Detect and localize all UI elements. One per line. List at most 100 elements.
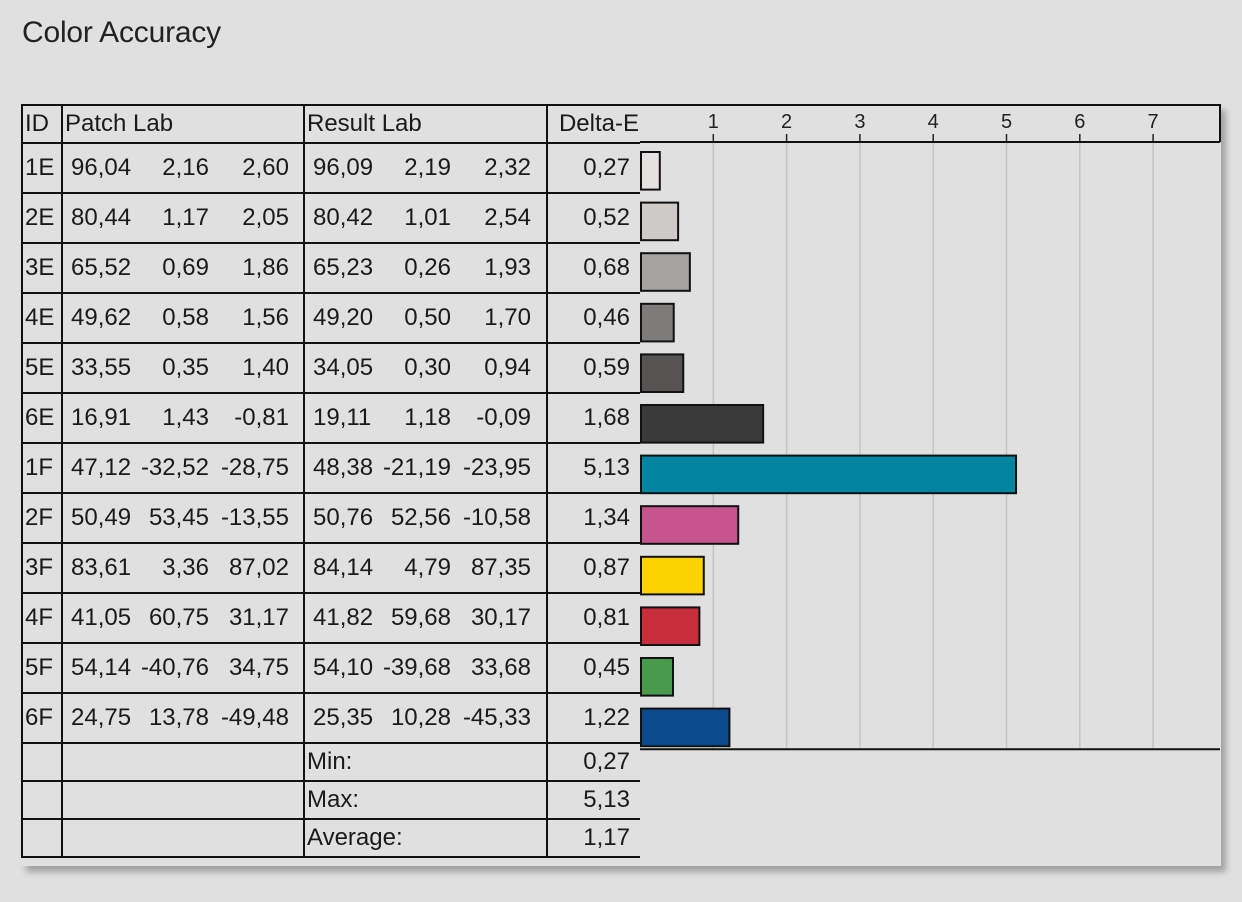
result-lab-value: -0,09 xyxy=(476,404,531,431)
patch-lab-value: 87,02 xyxy=(228,554,289,581)
row-id: 1E xyxy=(21,142,63,194)
summary-empty-cell xyxy=(61,780,305,820)
patch-lab-value: 60,75 xyxy=(148,604,209,631)
patch-lab-value: 1,43 xyxy=(162,404,209,431)
patch-lab-value: 96,04 xyxy=(71,154,132,181)
result-lab-value: 1,01 xyxy=(404,204,451,231)
result-lab-value: 80,42 xyxy=(313,204,374,231)
bar-3f xyxy=(640,555,705,596)
result-lab-cell: 41,82 59,68 30,17 xyxy=(303,592,548,644)
result-lab-value: -45,33 xyxy=(462,704,531,731)
header-result-lab: Result Lab xyxy=(303,104,548,144)
result-lab-cell: 25,35 10,28 -45,33 xyxy=(303,692,548,744)
summary-label: Average: xyxy=(303,818,548,858)
table-row: 5F 54,14 -40,76 34,75 54,10 -39,68 33,68 0,45 xyxy=(21,642,644,694)
patch-lab-cell: 49,62 0,58 1,56 xyxy=(61,292,305,344)
patch-lab-cell: 96,04 2,16 2,60 xyxy=(61,142,305,194)
result-lab-value: 48,38 xyxy=(313,454,374,481)
bar-1e xyxy=(640,151,661,191)
table-row: 6F 24,75 13,78 -49,48 25,35 10,28 -45,33 1,22 xyxy=(21,692,644,744)
result-lab-cell: 84,14 4,79 87,35 xyxy=(303,542,548,594)
result-lab-value: 1,93 xyxy=(484,254,531,281)
delta-e-bar-chart: 1 2 3 4 5 6 7 xyxy=(640,104,1221,866)
result-lab-value: -39,68 xyxy=(382,654,451,681)
result-lab-cell: 34,05 0,30 0,94 xyxy=(303,342,548,394)
delta-e-cell: 0,81 xyxy=(546,592,644,644)
color-accuracy-report: ID Patch Lab Result Lab Delta-E 1E 96,04 2… xyxy=(21,104,1221,866)
bar-4f xyxy=(640,606,701,646)
bar-2f xyxy=(640,505,740,545)
patch-lab-value: 2,16 xyxy=(162,154,209,181)
summary-empty-cell xyxy=(61,818,305,858)
x-tick-label: 7 xyxy=(1148,111,1159,133)
patch-lab-cell: 83,61 3,36 87,02 xyxy=(61,542,305,594)
patch-lab-value: 3,36 xyxy=(162,554,209,581)
patch-lab-value: 0,69 xyxy=(162,254,209,281)
delta-e-cell: 0,68 xyxy=(546,242,644,294)
table-row: 3E 65,52 0,69 1,86 65,23 0,26 1,93 0,68 xyxy=(21,242,644,294)
header-patch-lab: Patch Lab xyxy=(61,104,305,144)
result-lab-value: 25,35 xyxy=(313,704,374,731)
x-tick-label: 4 xyxy=(928,111,939,133)
delta-e-cell: 1,22 xyxy=(546,692,644,744)
result-lab-cell: 49,20 0,50 1,70 xyxy=(303,292,548,344)
patch-lab-value: 0,58 xyxy=(162,304,209,331)
delta-e-cell: 5,13 xyxy=(546,442,644,494)
delta-e-cell: 0,87 xyxy=(546,542,644,594)
patch-lab-value: 54,14 xyxy=(71,654,132,681)
patch-lab-value: 1,56 xyxy=(242,304,289,331)
table-row: 1F 47,12 -32,52 -28,75 48,38 -21,19 -23,95 5,13 xyxy=(21,442,644,494)
row-id: 6F xyxy=(21,692,63,744)
table-row: 2F 50,49 53,45 -13,55 50,76 52,56 -10,58 1,34 xyxy=(21,492,644,544)
summary-value: 1,17 xyxy=(546,818,644,858)
result-lab-value: 52,56 xyxy=(390,504,451,531)
patch-lab-value: -28,75 xyxy=(220,454,289,481)
table-row: 4E 49,62 0,58 1,56 49,20 0,50 1,70 0,46 xyxy=(21,292,644,344)
summary-value: 5,13 xyxy=(546,780,644,820)
result-lab-cell: 65,23 0,26 1,93 xyxy=(303,242,548,294)
patch-lab-value: 41,05 xyxy=(71,604,132,631)
patch-lab-value: -0,81 xyxy=(234,404,289,431)
result-lab-cell: 96,09 2,19 2,32 xyxy=(303,142,548,194)
patch-lab-value: -49,48 xyxy=(220,704,289,731)
patch-lab-cell: 54,14 -40,76 34,75 xyxy=(61,642,305,694)
patch-lab-value: 53,45 xyxy=(148,504,209,531)
patch-lab-cell: 50,49 53,45 -13,55 xyxy=(61,492,305,544)
table-row: 5E 33,55 0,35 1,40 34,05 0,30 0,94 0,59 xyxy=(21,342,644,394)
result-lab-value: 84,14 xyxy=(313,554,374,581)
summary-row: Min: 0,27 xyxy=(21,742,644,782)
result-lab-value: 4,79 xyxy=(404,554,451,581)
result-lab-value: 10,28 xyxy=(390,704,451,731)
summary-empty-cell xyxy=(61,742,305,782)
delta-e-cell: 1,34 xyxy=(546,492,644,544)
row-id: 5E xyxy=(21,342,63,394)
x-tick-label: 3 xyxy=(854,111,865,133)
summary-row: Average: 1,17 xyxy=(21,818,644,858)
result-lab-value: 0,50 xyxy=(404,304,451,331)
patch-lab-value: -32,52 xyxy=(140,454,209,481)
patch-lab-cell: 65,52 0,69 1,86 xyxy=(61,242,305,294)
bar-1f xyxy=(640,454,1018,495)
row-id: 3E xyxy=(21,242,63,294)
result-lab-value: 2,54 xyxy=(484,204,531,231)
header-id: ID xyxy=(21,104,63,144)
row-id: 4F xyxy=(21,592,63,644)
result-lab-value: -10,58 xyxy=(462,504,531,531)
row-id: 2F xyxy=(21,492,63,544)
result-lab-value: 1,70 xyxy=(484,304,531,331)
bar-4e xyxy=(640,302,675,343)
x-tick-label: 5 xyxy=(1001,111,1012,133)
patch-lab-value: -13,55 xyxy=(220,504,289,531)
result-lab-value: 0,30 xyxy=(404,354,451,381)
patch-lab-value: 49,62 xyxy=(71,304,132,331)
result-lab-value: 0,26 xyxy=(404,254,451,281)
summary-value: 0,27 xyxy=(546,742,644,782)
result-lab-value: 54,10 xyxy=(313,654,374,681)
patch-lab-value: 16,91 xyxy=(71,404,132,431)
result-lab-value: 30,17 xyxy=(470,604,531,631)
x-tick-label: 1 xyxy=(708,111,719,133)
header-delta-e: Delta-E xyxy=(546,104,644,144)
row-id: 1F xyxy=(21,442,63,494)
patch-lab-value: 1,17 xyxy=(162,204,209,231)
patch-lab-value: 0,35 xyxy=(162,354,209,381)
